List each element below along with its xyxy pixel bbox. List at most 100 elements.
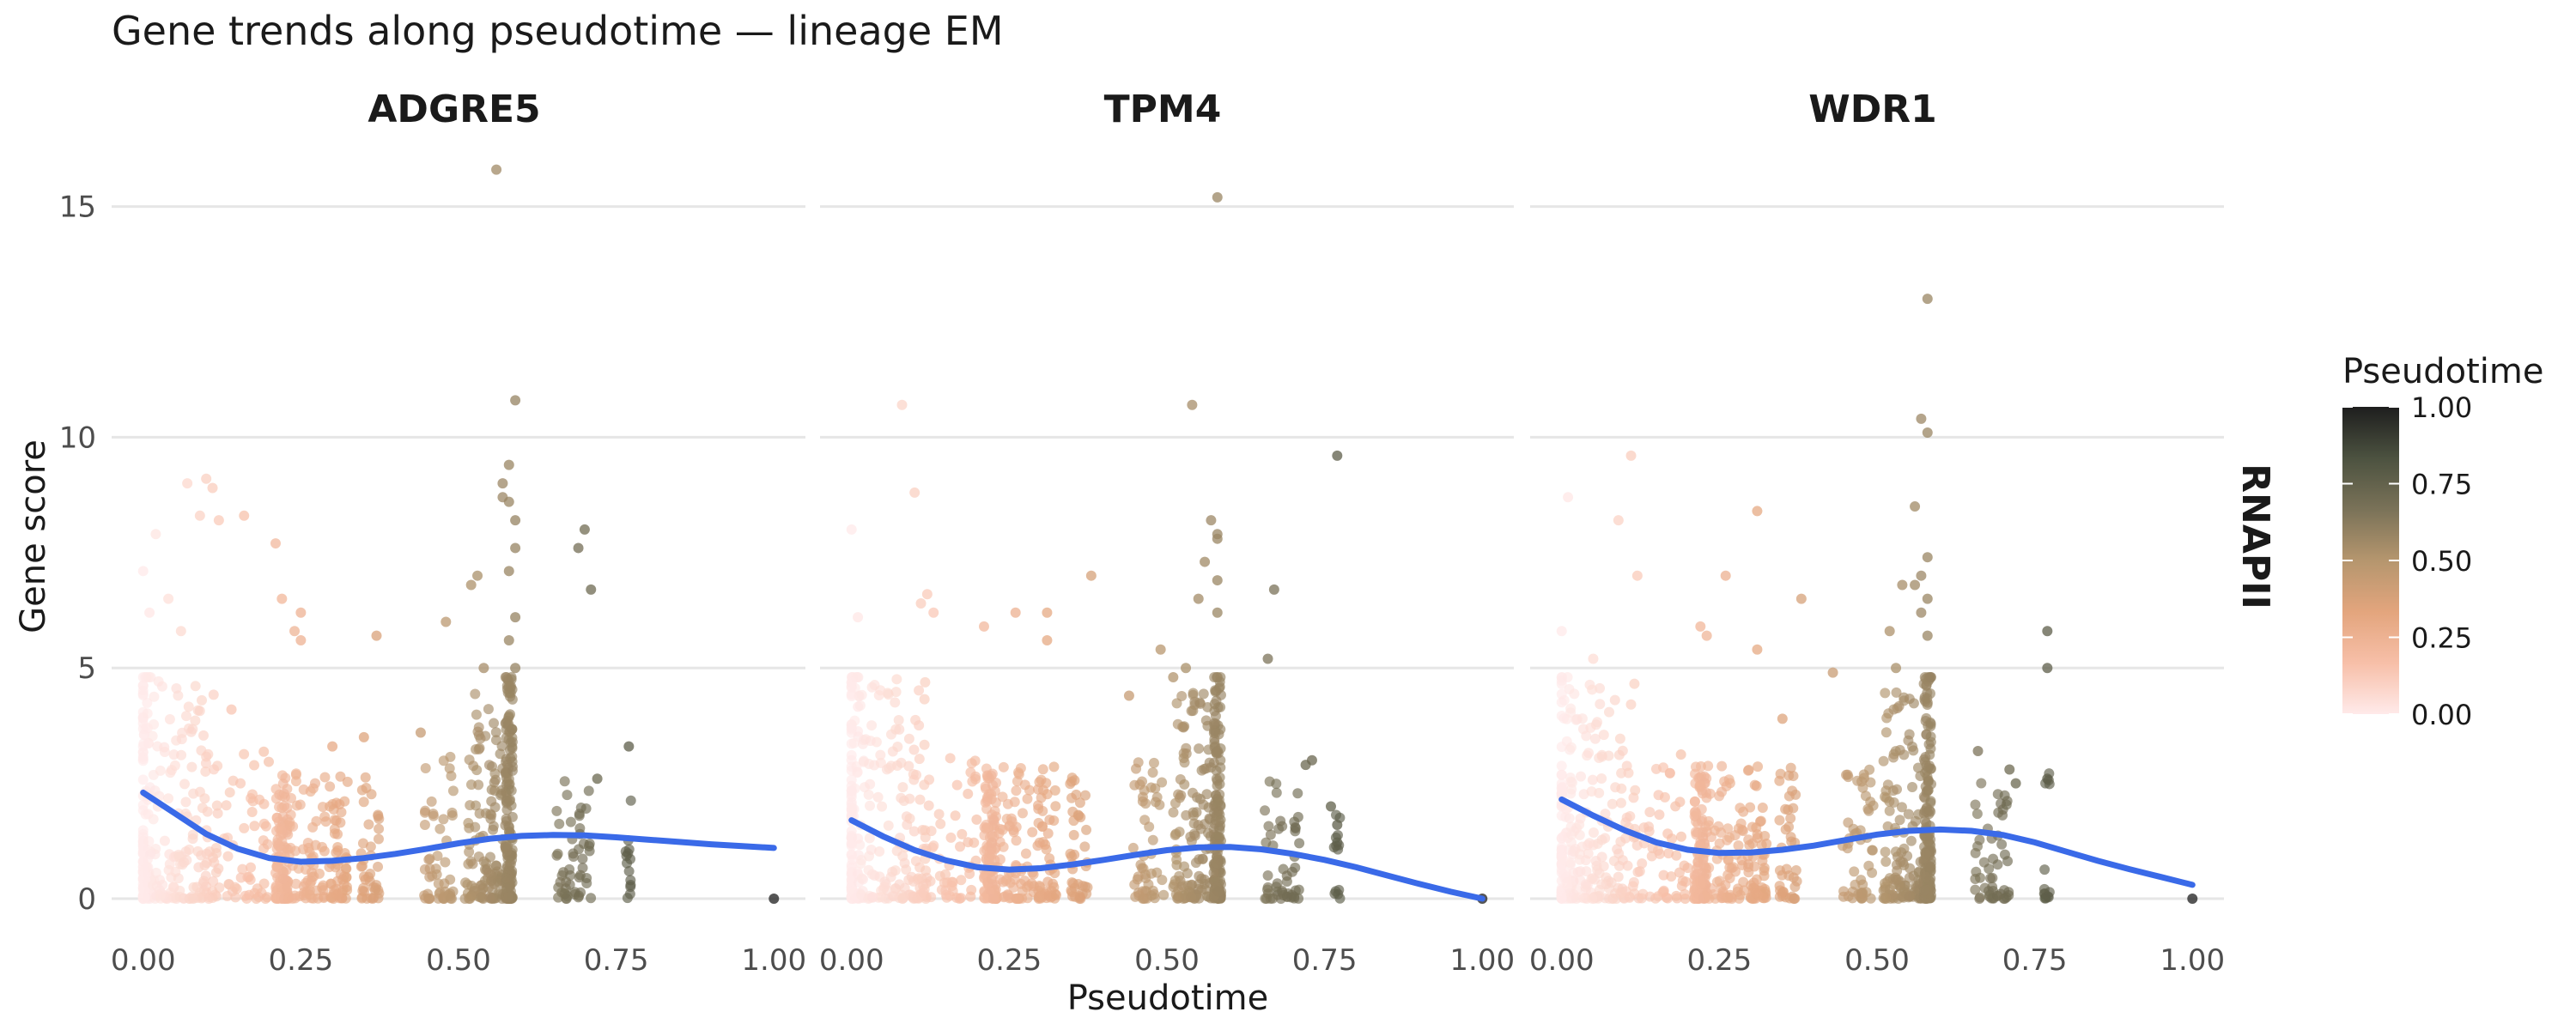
cell-point <box>1604 706 1615 718</box>
cell-point <box>1996 839 2008 850</box>
cell-point <box>1919 885 1930 896</box>
cell-point <box>446 770 457 781</box>
cell-point <box>1583 848 1594 859</box>
cell-point <box>1137 776 1148 787</box>
cell-point <box>904 793 915 804</box>
cell-point <box>1027 827 1038 838</box>
cell-point <box>1022 893 1033 904</box>
cell-point <box>501 756 512 767</box>
cell-point <box>1654 809 1665 821</box>
cell-point <box>892 741 903 752</box>
cell-point <box>478 663 489 674</box>
cell-point <box>1199 764 1210 775</box>
x-tick-label: 0.25 <box>269 943 334 978</box>
cell-point <box>988 815 999 826</box>
cell-point <box>1743 862 1754 873</box>
cell-point <box>971 814 982 825</box>
cell-point <box>1168 671 1179 682</box>
cell-point <box>488 824 499 835</box>
cell-point <box>945 832 957 843</box>
cell-point <box>1574 854 1585 865</box>
cell-point <box>875 685 886 696</box>
cell-point <box>137 680 149 691</box>
cell-point <box>1970 799 1981 810</box>
cell-point <box>1080 790 1091 801</box>
cell-point <box>277 811 289 822</box>
cell-point <box>1033 817 1044 828</box>
cell-point <box>1200 715 1212 726</box>
cell-point <box>1880 892 1892 903</box>
cell-point <box>951 779 963 791</box>
cell-point <box>212 808 223 819</box>
cell-point <box>507 811 518 822</box>
cell-point <box>578 839 589 850</box>
cell-point <box>145 849 156 860</box>
cell-point <box>1576 771 1587 782</box>
cell-point <box>221 800 232 811</box>
cell-point <box>137 741 149 752</box>
cell-point <box>1260 805 1271 816</box>
cell-point <box>579 524 590 535</box>
cell-point <box>197 803 208 814</box>
cell-point <box>159 835 170 846</box>
cell-point <box>1922 771 1933 782</box>
cell-point <box>1664 767 1675 779</box>
cell-point <box>893 714 904 725</box>
cell-point <box>1129 879 1140 890</box>
cell-point <box>1262 884 1273 895</box>
cell-point <box>556 887 568 898</box>
cell-point <box>1172 718 1183 730</box>
cell-point <box>356 785 368 796</box>
cell-point <box>1850 879 1861 890</box>
cell-point <box>1882 821 1893 832</box>
cell-point <box>933 809 945 820</box>
cell-point <box>1332 450 1343 461</box>
cell-point <box>1170 797 1181 809</box>
cell-point <box>1127 842 1139 853</box>
cell-point <box>1908 698 1919 709</box>
cell-point <box>1724 862 1735 873</box>
cell-point <box>276 803 288 814</box>
cell-point <box>510 395 521 406</box>
cell-point <box>1560 803 1571 815</box>
cell-point <box>503 459 514 470</box>
cell-point <box>1011 893 1022 904</box>
cell-point <box>184 844 195 855</box>
cell-point <box>479 876 490 887</box>
facet-title: TPM4 <box>1104 88 1222 131</box>
cell-point <box>914 794 926 805</box>
cell-point <box>928 840 939 851</box>
cell-point <box>970 773 981 785</box>
cell-point <box>188 893 199 904</box>
x-tick-label: 1.00 <box>741 943 806 978</box>
x-tick-label: 0.00 <box>111 943 176 978</box>
cell-point <box>1747 838 1759 849</box>
cell-point <box>143 671 155 682</box>
cell-point <box>1140 873 1151 884</box>
x-tick-label: 1.00 <box>1449 943 1515 978</box>
cell-point <box>358 731 369 742</box>
cell-point <box>302 875 313 886</box>
cell-point <box>1066 851 1078 862</box>
cell-point <box>994 854 1005 865</box>
cell-point <box>1992 890 2003 901</box>
legend-tick-label: 0.50 <box>2411 545 2472 578</box>
cell-point <box>319 772 331 783</box>
cell-point <box>507 742 518 754</box>
cell-point <box>502 719 513 730</box>
cell-point <box>1048 761 1060 772</box>
cell-point <box>1625 699 1637 710</box>
cell-point <box>476 892 487 903</box>
cell-point <box>1556 788 1567 799</box>
legend-tick-label: 0.25 <box>2411 622 2472 655</box>
cell-point <box>1588 827 1599 839</box>
cell-point <box>1157 875 1168 886</box>
cell-point <box>213 515 224 526</box>
cell-point <box>1561 877 1572 888</box>
cell-point <box>551 850 562 861</box>
cell-point <box>1049 785 1060 796</box>
cell-point <box>1907 782 1918 793</box>
cell-point <box>1004 821 1015 832</box>
cell-point <box>904 813 915 824</box>
cell-point <box>1188 706 1199 717</box>
